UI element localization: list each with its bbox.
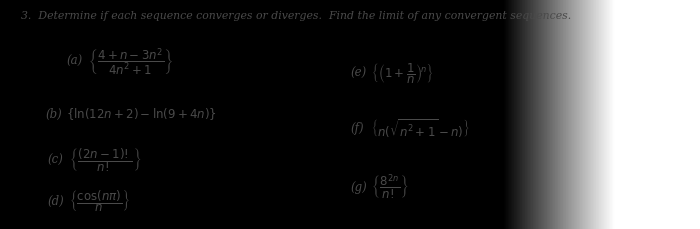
Text: (c): (c) [48,154,64,167]
Text: $\left\{\dfrac{8^{2n}}{n!}\right\}$: $\left\{\dfrac{8^{2n}}{n!}\right\}$ [371,173,409,202]
Text: $\left\{\left(1+\dfrac{1}{n}\right)^{\!n}\right\}$: $\left\{\left(1+\dfrac{1}{n}\right)^{\!n… [371,61,433,85]
Text: $\{\mathrm{ln}(12n+2) - \mathrm{ln}(9+4n)\}$: $\{\mathrm{ln}(12n+2) - \mathrm{ln}(9+4n… [66,106,217,123]
Text: (a): (a) [66,55,83,68]
Text: $\left\{\dfrac{(2n-1)!}{n!}\right\}$: $\left\{\dfrac{(2n-1)!}{n!}\right\}$ [69,147,141,174]
Text: (f): (f) [350,122,363,135]
Text: $\left\{\dfrac{\cos(n\pi)}{n}\right\}$: $\left\{\dfrac{\cos(n\pi)}{n}\right\}$ [69,189,130,214]
Text: 3.  Determine if each sequence converges or diverges.  Find the limit of any con: 3. Determine if each sequence converges … [21,11,571,22]
Text: (b): (b) [46,108,62,121]
Text: (e): (e) [350,67,366,80]
Text: $\left\{\dfrac{4+n-3n^2}{4n^2+1}\right\}$: $\left\{\dfrac{4+n-3n^2}{4n^2+1}\right\}… [88,46,173,78]
Text: (d): (d) [48,195,64,208]
Text: $\left\{n(\sqrt{n^2+1}-n)\right\}$: $\left\{n(\sqrt{n^2+1}-n)\right\}$ [371,117,470,139]
Text: (g): (g) [350,181,367,194]
